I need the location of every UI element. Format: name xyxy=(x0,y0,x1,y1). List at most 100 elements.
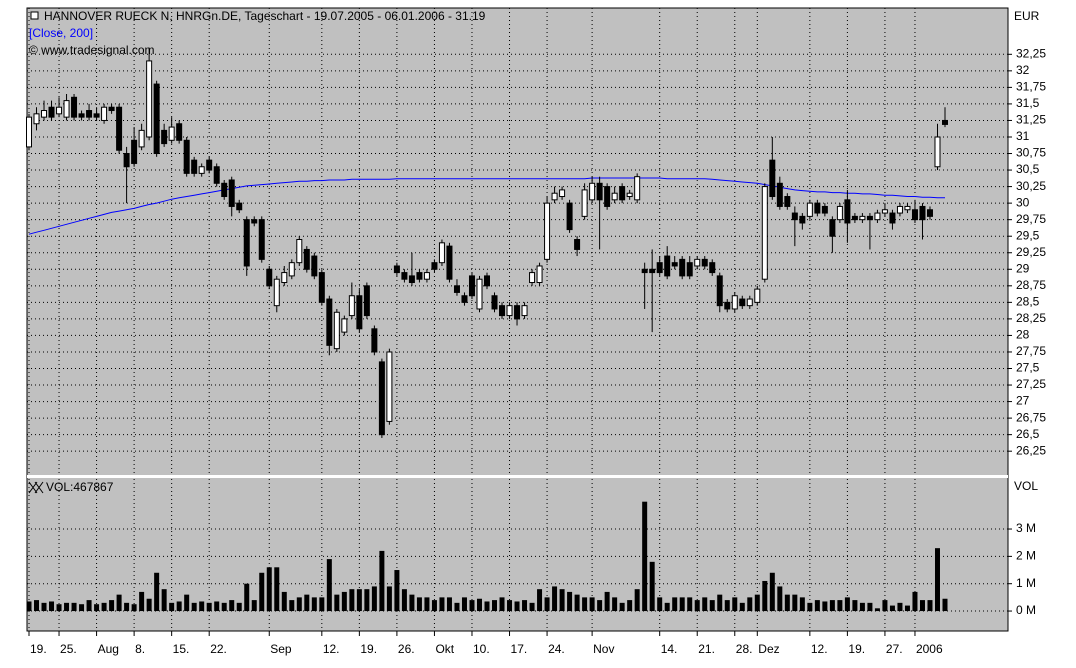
candle-body xyxy=(769,159,776,198)
x-tick-label: 17. xyxy=(511,642,528,656)
candle-body xyxy=(491,295,498,310)
volume-bar xyxy=(469,600,475,612)
volume-bar xyxy=(356,589,362,612)
volume-bar xyxy=(799,597,805,612)
x-tick-label: 15. xyxy=(173,642,190,656)
volume-bar xyxy=(409,594,415,612)
volume-bar xyxy=(169,602,175,612)
volume-bar xyxy=(537,589,543,612)
volume-bar xyxy=(259,572,265,612)
volume-bar xyxy=(507,600,513,612)
volume-bar xyxy=(687,597,693,612)
volume-bar xyxy=(379,550,385,612)
candle-body xyxy=(146,60,153,138)
candle-body xyxy=(258,219,265,260)
volume-bar xyxy=(822,601,828,612)
y-tick-label: 27,5 xyxy=(1016,361,1040,375)
x-tick-label: 19. xyxy=(30,642,47,656)
volume-bar xyxy=(424,597,430,612)
candle-body xyxy=(544,202,551,260)
volume-bar xyxy=(912,591,918,612)
x-tick-label: Dez xyxy=(758,642,779,656)
volume-bar xyxy=(874,608,880,612)
volume-bar xyxy=(41,602,47,612)
candle-body xyxy=(701,258,708,267)
y-tick-label: 29 xyxy=(1016,261,1030,275)
volume-bar xyxy=(672,597,678,612)
volume-bar xyxy=(634,589,640,612)
x-tick-label: 12. xyxy=(323,642,340,656)
volume-bar xyxy=(364,589,370,612)
candle-body xyxy=(341,318,348,333)
candle-body xyxy=(664,255,671,277)
candle-body xyxy=(881,209,888,214)
candle-body xyxy=(386,351,393,422)
candle-body xyxy=(904,205,911,211)
volume-bar xyxy=(86,600,92,612)
x-tick-label: 10. xyxy=(473,642,490,656)
volume-bar xyxy=(514,601,520,612)
y-tick-label: 0 M xyxy=(1016,603,1036,617)
volume-bar xyxy=(664,602,670,612)
candle-body xyxy=(799,215,806,224)
candle-body xyxy=(619,186,626,201)
candle-body xyxy=(829,219,836,237)
candle-body xyxy=(78,113,85,118)
volume-bar xyxy=(161,589,167,612)
x-tick-label: 21. xyxy=(698,642,715,656)
candle-body xyxy=(896,205,903,214)
volume-bar xyxy=(567,591,573,612)
candle-body xyxy=(56,106,63,115)
y-tick-label: 30,25 xyxy=(1016,179,1046,193)
volume-bar xyxy=(289,600,295,612)
y-tick-label: 29,25 xyxy=(1016,245,1046,259)
candle-body xyxy=(423,272,430,280)
candle-body xyxy=(453,285,460,293)
candle-body xyxy=(694,258,701,267)
volume-bar xyxy=(214,601,220,612)
candle-body xyxy=(303,248,310,270)
candle-body xyxy=(851,215,858,221)
y-axis-label: VOL xyxy=(1014,479,1038,493)
candle-body xyxy=(611,192,618,201)
candle-body xyxy=(116,106,123,151)
volume-bar xyxy=(807,602,813,612)
candle-body xyxy=(574,239,581,250)
volume-bar xyxy=(266,567,272,612)
volume-bar xyxy=(769,572,775,612)
candle-body xyxy=(911,209,918,221)
volume-bar xyxy=(139,591,145,612)
candle-body xyxy=(378,361,385,436)
volume-bar xyxy=(762,580,768,612)
chart-title: HANNOVER RUECK N, HNRGn.DE, Tageschart -… xyxy=(44,9,486,23)
candle-body xyxy=(228,179,235,207)
candle-body xyxy=(784,196,791,207)
candle-body xyxy=(348,295,355,317)
candle-body xyxy=(551,192,558,201)
volume-bar xyxy=(889,605,895,612)
candle-body xyxy=(671,262,678,267)
volume-bar xyxy=(627,600,633,612)
volume-bar xyxy=(124,602,130,612)
candle-body xyxy=(93,113,100,118)
volume-bar xyxy=(439,597,445,612)
candle-body xyxy=(468,275,475,297)
candle-body xyxy=(536,265,543,284)
candle-body xyxy=(198,166,205,174)
y-tick-label: 29,5 xyxy=(1016,228,1040,242)
volume-bar xyxy=(499,597,505,612)
candle-body xyxy=(266,268,273,287)
y-tick-label: 28,75 xyxy=(1016,278,1046,292)
candle-body xyxy=(153,83,160,155)
candle-body xyxy=(101,106,108,121)
volume-bar xyxy=(386,586,392,612)
candle-body xyxy=(604,186,611,207)
volume-bar xyxy=(319,597,325,612)
volume-bar xyxy=(619,602,625,612)
volume-bar xyxy=(79,604,85,612)
volume-bar xyxy=(401,589,407,612)
candle-body xyxy=(754,288,761,303)
candle-body xyxy=(942,119,948,125)
x-tick-label: 8. xyxy=(135,642,145,656)
